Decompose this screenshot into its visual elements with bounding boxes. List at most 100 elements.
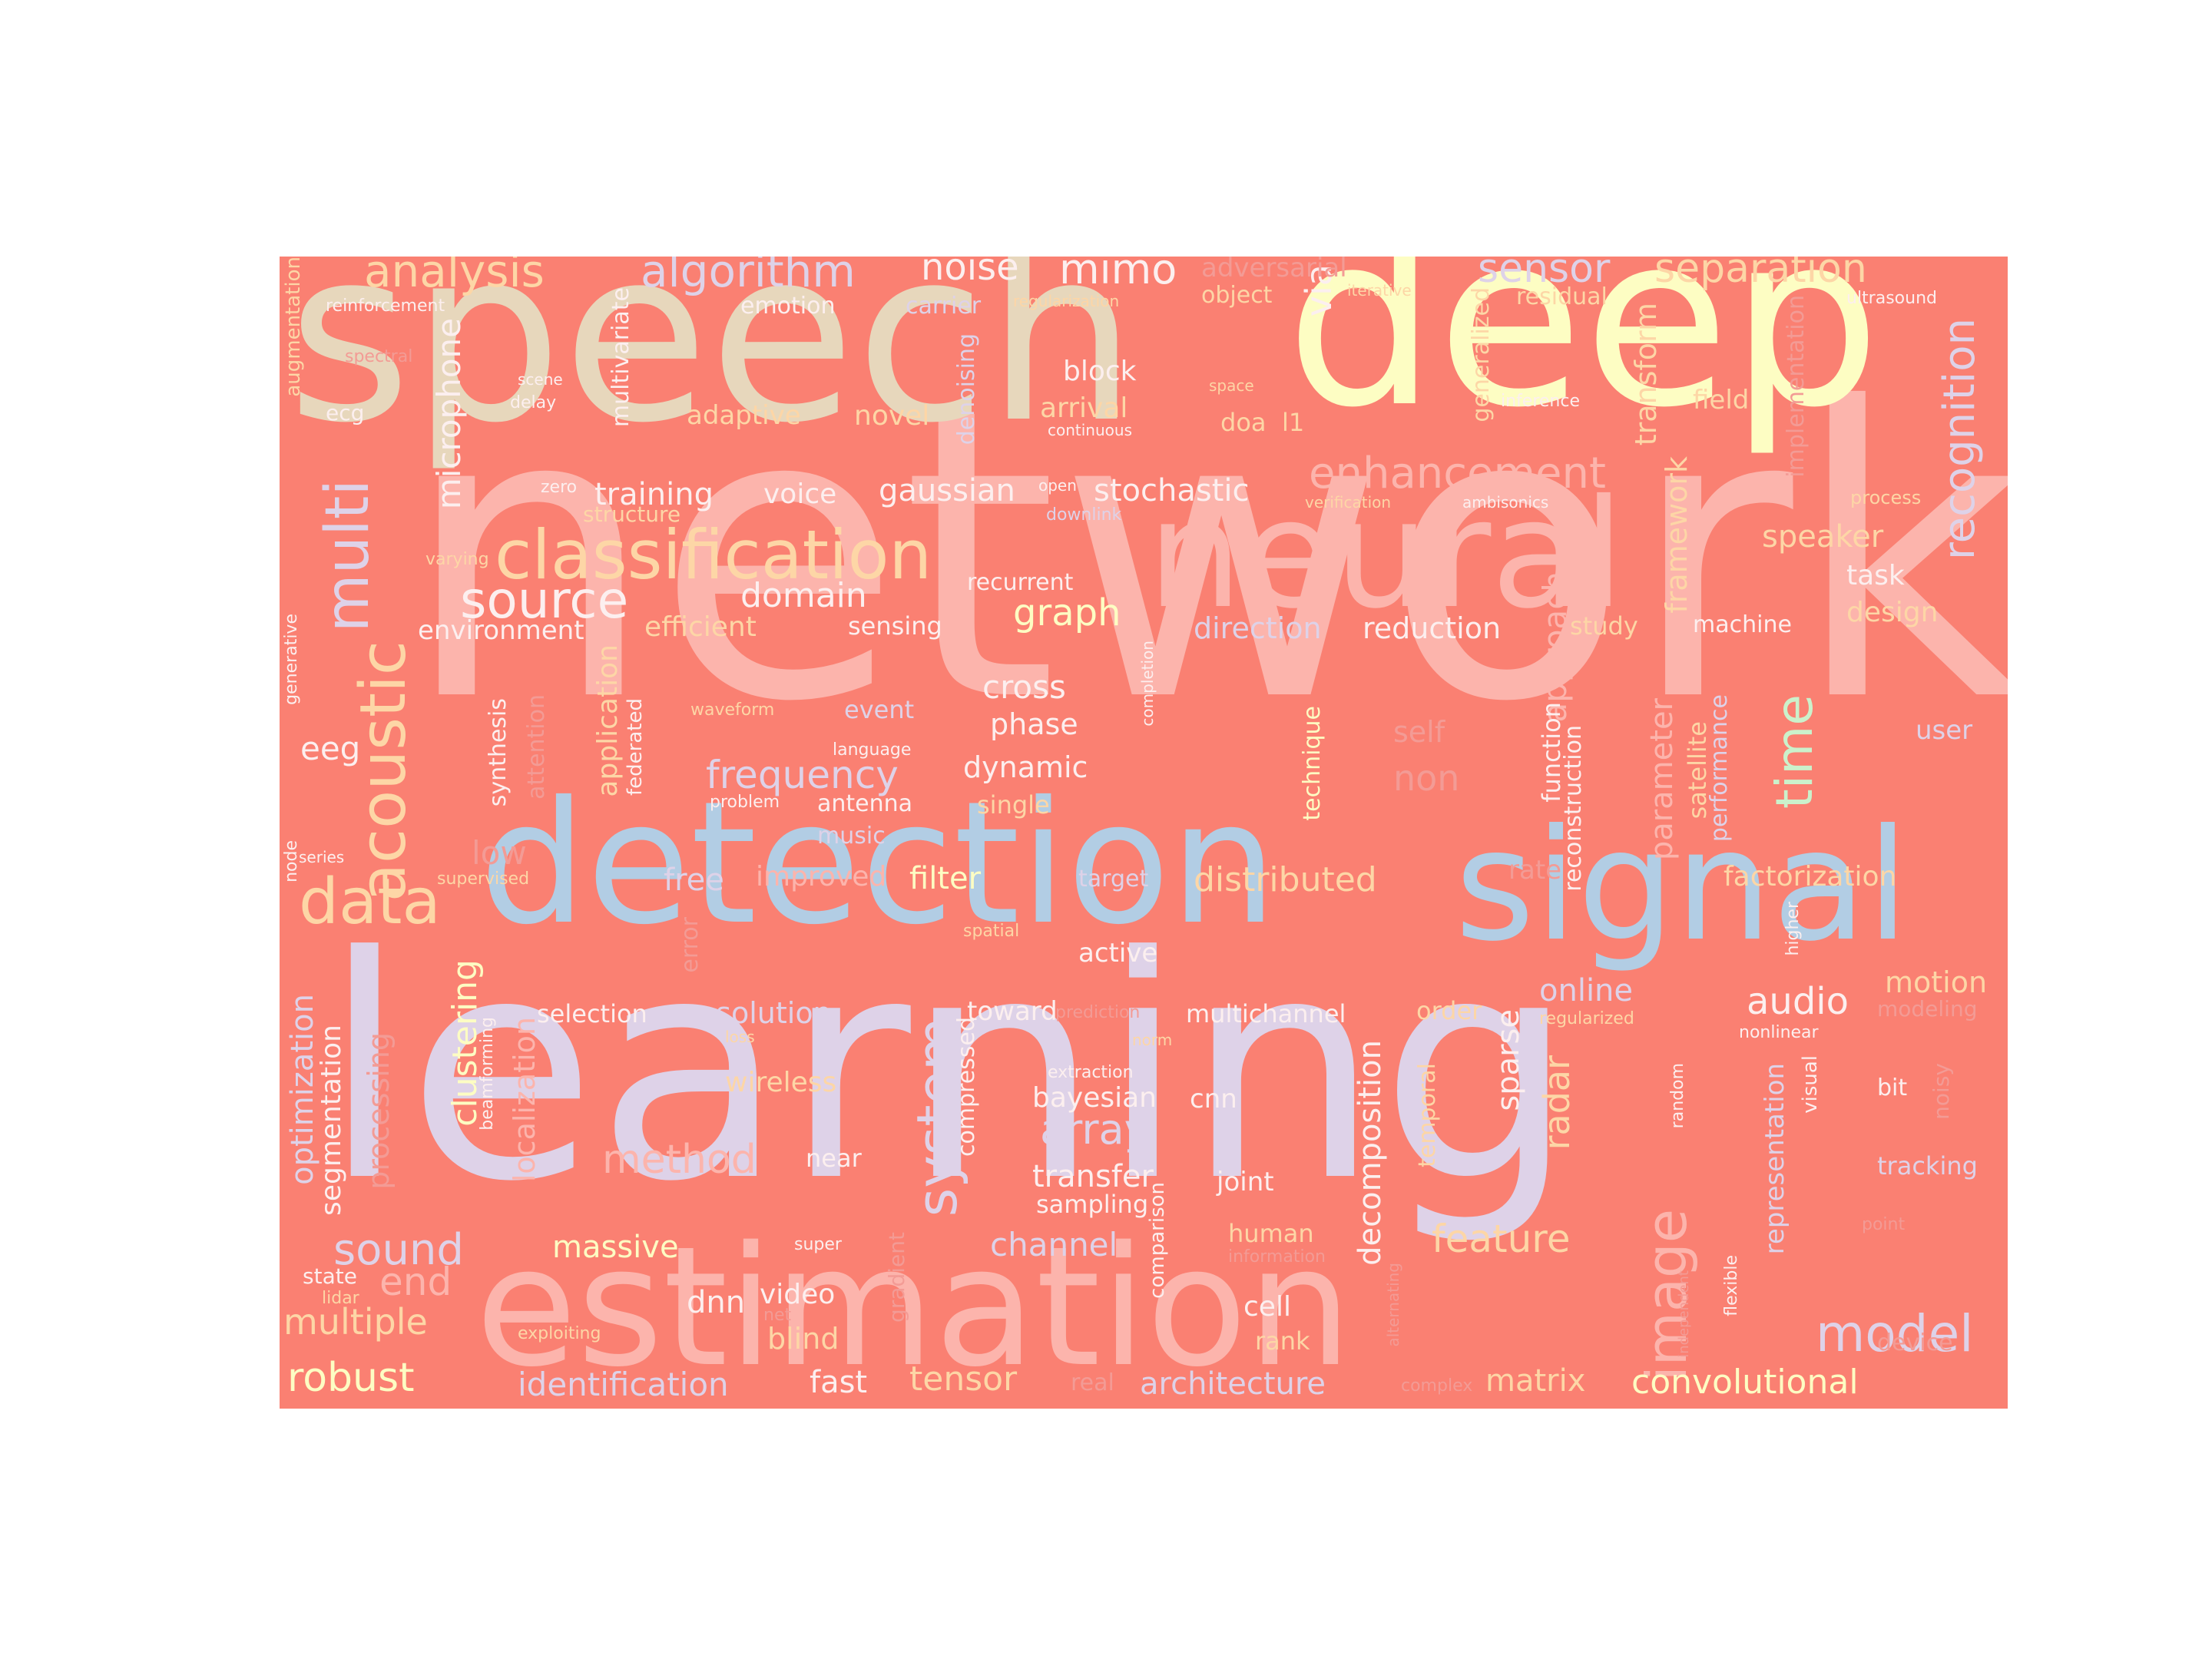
word-novel: novel (854, 400, 930, 432)
word-transfer: transfer (1032, 1159, 1154, 1194)
word-separation: separation (1654, 257, 1867, 292)
word-flexible: flexible (1722, 1255, 1741, 1316)
word-technique: technique (1299, 706, 1326, 821)
word-music: music (817, 823, 886, 849)
word-end: end (379, 1260, 452, 1304)
word-detection: detection (479, 765, 1277, 962)
word-generalized: generalized (1468, 287, 1495, 422)
word-reduction: reduction (1363, 611, 1502, 645)
word-independent: independent (1676, 1270, 1692, 1358)
word-delay: delay (510, 393, 557, 412)
word-robust: robust (287, 1355, 415, 1401)
word-temporal: temporal (1414, 1063, 1441, 1167)
word-near: near (806, 1144, 862, 1173)
word-video: video (760, 1279, 836, 1310)
word-sensing: sensing (848, 611, 942, 641)
word-study: study (1570, 611, 1638, 641)
word-noisy: noisy (1929, 1063, 1954, 1120)
word-sound: sound (333, 1225, 464, 1275)
word-time: time (1765, 694, 1824, 810)
word-algorithm: algorithm (641, 257, 856, 297)
word-real: real (1071, 1369, 1114, 1396)
word-carrier: carrier (906, 293, 982, 320)
word-residual: residual (1516, 283, 1608, 310)
word-tracking: tracking (1877, 1151, 1978, 1181)
word-analysis: analysis (364, 257, 545, 297)
word-rate: rate (1508, 855, 1562, 886)
word-arrival: arrival (1040, 392, 1128, 424)
word-gradient: gradient (884, 1232, 909, 1323)
word-regularization: regularization (1013, 292, 1120, 310)
word-audio: audio (1747, 980, 1849, 1023)
word-reinforcement: reinforcement (326, 296, 445, 316)
word-speaker: speaker (1762, 519, 1884, 555)
word-resolution: resolution (687, 996, 832, 1030)
word-motion: motion (1885, 965, 1988, 999)
word-framework: framework (1660, 456, 1694, 614)
word-online: online (1539, 973, 1634, 1008)
word-network: network (402, 323, 2008, 789)
word-matrix: matrix (1485, 1363, 1586, 1399)
word-acoustic: acoustic (347, 641, 420, 902)
word-higher: higher (1783, 902, 1803, 956)
word-implementation: implementation (1783, 295, 1810, 478)
word-voice: voice (763, 478, 837, 510)
word-synthesis: synthesis (485, 698, 512, 807)
word-deep: deep (1286, 257, 1881, 460)
word-node: node (282, 840, 301, 882)
word-machine: machine (1693, 611, 1792, 638)
word-feature: feature (1432, 1217, 1571, 1261)
word-low: low (472, 834, 527, 872)
word-representation: representation (1760, 1063, 1790, 1255)
word-alternating: alternating (1384, 1263, 1402, 1347)
word-radar: radar (1536, 1055, 1578, 1151)
word-error: error (677, 917, 704, 973)
word-cloud: network learning speech deep detection signal… (280, 257, 2008, 1409)
word-decomposition: decomposition (1353, 1040, 1388, 1266)
word-information: information (1228, 1247, 1326, 1267)
word-language: language (833, 740, 912, 760)
word-l1: l1 (1282, 408, 1305, 437)
word-non: non (1393, 757, 1460, 799)
word-method: method (602, 1137, 757, 1183)
word-dnn: dnn (687, 1285, 746, 1320)
word-source: source (460, 571, 629, 630)
word-fast: fast (810, 1365, 868, 1400)
word-visual: visual (1799, 1055, 1822, 1114)
word-recognition: recognition (1935, 318, 1985, 561)
word-comparison: comparison (1146, 1182, 1169, 1299)
word-iterative: iterative (1347, 281, 1412, 300)
word-sensor: sensor (1478, 257, 1611, 292)
word-classification: classification (495, 515, 932, 594)
word-estimation: estimation (475, 1210, 1353, 1403)
word-joint: joint (1217, 1167, 1274, 1197)
word-gaussian: gaussian (879, 473, 1015, 508)
word-object: object (1201, 282, 1273, 309)
word-user: user (1916, 715, 1973, 746)
word-identification: identification (518, 1366, 729, 1403)
word-continuous: continuous (1048, 421, 1132, 439)
word-distributed: distributed (1194, 860, 1377, 899)
word-phase: phase (990, 707, 1078, 741)
word-point: point (1862, 1215, 1906, 1234)
word-self: self (1393, 715, 1445, 749)
word-enhancement: enhancement (1309, 449, 1606, 498)
word-cross: cross (982, 668, 1066, 706)
word-model: model (1816, 1304, 1974, 1363)
word-noise: noise (921, 257, 1019, 289)
word-transform: transform (1629, 303, 1663, 446)
word-channel: channel (990, 1226, 1118, 1263)
word-multiple: multiple (283, 1301, 428, 1343)
word-mimo: mimo (1059, 257, 1177, 293)
word-toward: toward (967, 996, 1058, 1027)
word-human: human (1228, 1219, 1314, 1248)
word-antenna: antenna (817, 790, 913, 817)
word-augmentation: augmentation (282, 257, 305, 397)
word-application: application (592, 644, 624, 797)
word-prediction: prediction (1055, 1003, 1141, 1022)
word-inference: inference (1501, 392, 1581, 411)
word-active: active (1078, 938, 1158, 969)
word-modeling: modeling (1877, 996, 1978, 1022)
word-attention: attention (523, 694, 550, 800)
word-adversarial: adversarial (1201, 257, 1347, 283)
